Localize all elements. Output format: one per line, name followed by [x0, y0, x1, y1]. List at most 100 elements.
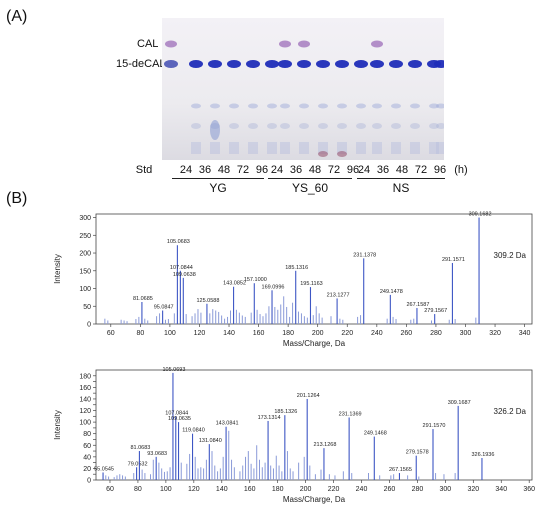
y-axis-label: Intensity [53, 410, 62, 440]
group-rule-yg [172, 178, 264, 179]
precursor-annotation: 309.2 Da [494, 251, 527, 260]
tlc-spot-minor [229, 123, 239, 129]
tlc-spot-15-decal [164, 60, 178, 68]
tlc-spot-15-decal [227, 60, 241, 68]
peak-label: 213.1268 [313, 442, 336, 448]
tlc-spot-cal [165, 40, 177, 48]
lane-label: 48 [395, 164, 409, 176]
peak-label: 131.0840 [199, 438, 222, 444]
tlc-spot-minor [191, 123, 201, 129]
tlc-spot-15-decal [316, 60, 330, 68]
peak-label: 185.1326 [274, 409, 297, 415]
tlc-spot-minor [229, 103, 239, 109]
x-tick-label: 240 [371, 330, 383, 337]
tlc-spot-15-decal [208, 60, 222, 68]
lane-label: 36 [376, 164, 390, 176]
x-tick-label: 60 [107, 330, 115, 337]
tlc-spot-origin [318, 142, 328, 154]
tlc-spot-minor [267, 123, 277, 129]
tlc-spot-15-decal [189, 60, 203, 68]
x-tick-label: 100 [160, 486, 172, 493]
tlc-spot-15-decal [408, 60, 422, 68]
tlc-spot-cal [371, 40, 383, 48]
lane-label: 24 [357, 164, 371, 176]
peak-label: 249.1468 [364, 431, 387, 437]
tlc-spot-minor [248, 103, 258, 109]
band-label-15-decal: 15-deCAL [116, 58, 166, 70]
tlc-spot-origin [356, 142, 366, 154]
tlc-spot-origin [429, 142, 439, 154]
tlc-spot-minor [248, 123, 258, 129]
mass-spectrum-2-svg: 0 20 40 60 80 100 120 140 160 180 60 80 100 120 140 160… [53, 367, 535, 504]
x-tick-label: 200 [300, 486, 312, 493]
tlc-spot-origin [210, 142, 220, 154]
peak-label: 93.0683 [147, 451, 167, 457]
group-rule-ns [357, 178, 445, 179]
tlc-spot-minor [318, 103, 328, 109]
tlc-spot-minor [372, 123, 382, 129]
x-tick-label: 100 [164, 330, 176, 337]
tlc-plate [162, 18, 448, 160]
tlc-spot-minor [299, 123, 309, 129]
peak-label: 201.1264 [297, 393, 320, 399]
y-tick-label: 60 [83, 443, 91, 450]
tlc-spot-minor [356, 123, 366, 129]
x-tick-label: 220 [328, 486, 340, 493]
lane-label: 72 [236, 164, 250, 176]
unit-label: (h) [454, 164, 468, 176]
peak-label: 119.0840 [182, 428, 205, 434]
tlc-spot-origin [191, 142, 201, 154]
peak-label: 213.1277 [327, 292, 350, 298]
peak-label: 105.0683 [167, 239, 190, 245]
tlc-spot-15-decal [335, 60, 349, 68]
tlc-spot-15-decal [246, 60, 260, 68]
mass-spectrum-1: 0 50 100 150 200 250 300 60 80 100 120 140 160 180 200… [50, 208, 545, 352]
x-tick-label: 240 [356, 486, 368, 493]
lane-label: 72 [414, 164, 428, 176]
tlc-spot-minor [356, 103, 366, 109]
tlc-spot-minor [436, 123, 446, 129]
tlc-spot-origin [337, 142, 347, 154]
y-tick-label: 300 [79, 215, 91, 222]
peak-label: 291.1571 [442, 257, 465, 263]
peak-label: 169.0996 [262, 284, 285, 290]
peak-label: 185.1316 [285, 265, 308, 271]
tlc-spot-minor [429, 123, 439, 129]
tlc-spot-minor [337, 103, 347, 109]
tlc-spot-minor [299, 103, 309, 109]
panel-a-label: (A) [6, 8, 28, 25]
group-rule-ys60 [268, 178, 352, 179]
peak-label: 55.0545 [94, 466, 114, 472]
peak-label: 107.0844 [165, 410, 188, 416]
x-axis-label: Mass/Charge, Da [283, 339, 346, 348]
tlc-spot-origin [248, 142, 258, 154]
peak-label: 95.0847 [154, 305, 174, 311]
peak-label: 125.0588 [196, 298, 219, 304]
plot-frame [95, 369, 533, 481]
x-tick-label: 220 [341, 330, 353, 337]
tlc-spot-15-decal [354, 60, 368, 68]
peak-label: 279.1567 [424, 308, 447, 314]
tlc-spot-streak [210, 120, 220, 140]
x-tick-label: 160 [244, 486, 256, 493]
y-tick-label: 200 [79, 251, 91, 258]
y-tick-label: 160 [79, 385, 91, 392]
x-tick-label: 320 [489, 330, 501, 337]
tlc-spot-15-decal [389, 60, 403, 68]
tlc-spot-minor [337, 123, 347, 129]
tlc-spot-15-decal [278, 60, 292, 68]
x-tick-label: 340 [519, 330, 531, 337]
tlc-spot-origin [267, 142, 277, 154]
lane-label: 36 [198, 164, 212, 176]
tlc-spot-minor [267, 103, 277, 109]
y-tick-label: 100 [79, 286, 91, 293]
x-tick-label: 360 [523, 486, 535, 493]
x-tick-label: 140 [216, 486, 228, 493]
tlc-spot-15-decal [370, 60, 384, 68]
tlc-spot-origin [229, 142, 239, 154]
x-tick-label: 260 [401, 330, 413, 337]
tlc-spot-cal [298, 40, 310, 48]
tlc-spot-origin [372, 142, 382, 154]
y-tick-label: 250 [79, 233, 91, 240]
y-tick-label: 0 [87, 478, 91, 485]
